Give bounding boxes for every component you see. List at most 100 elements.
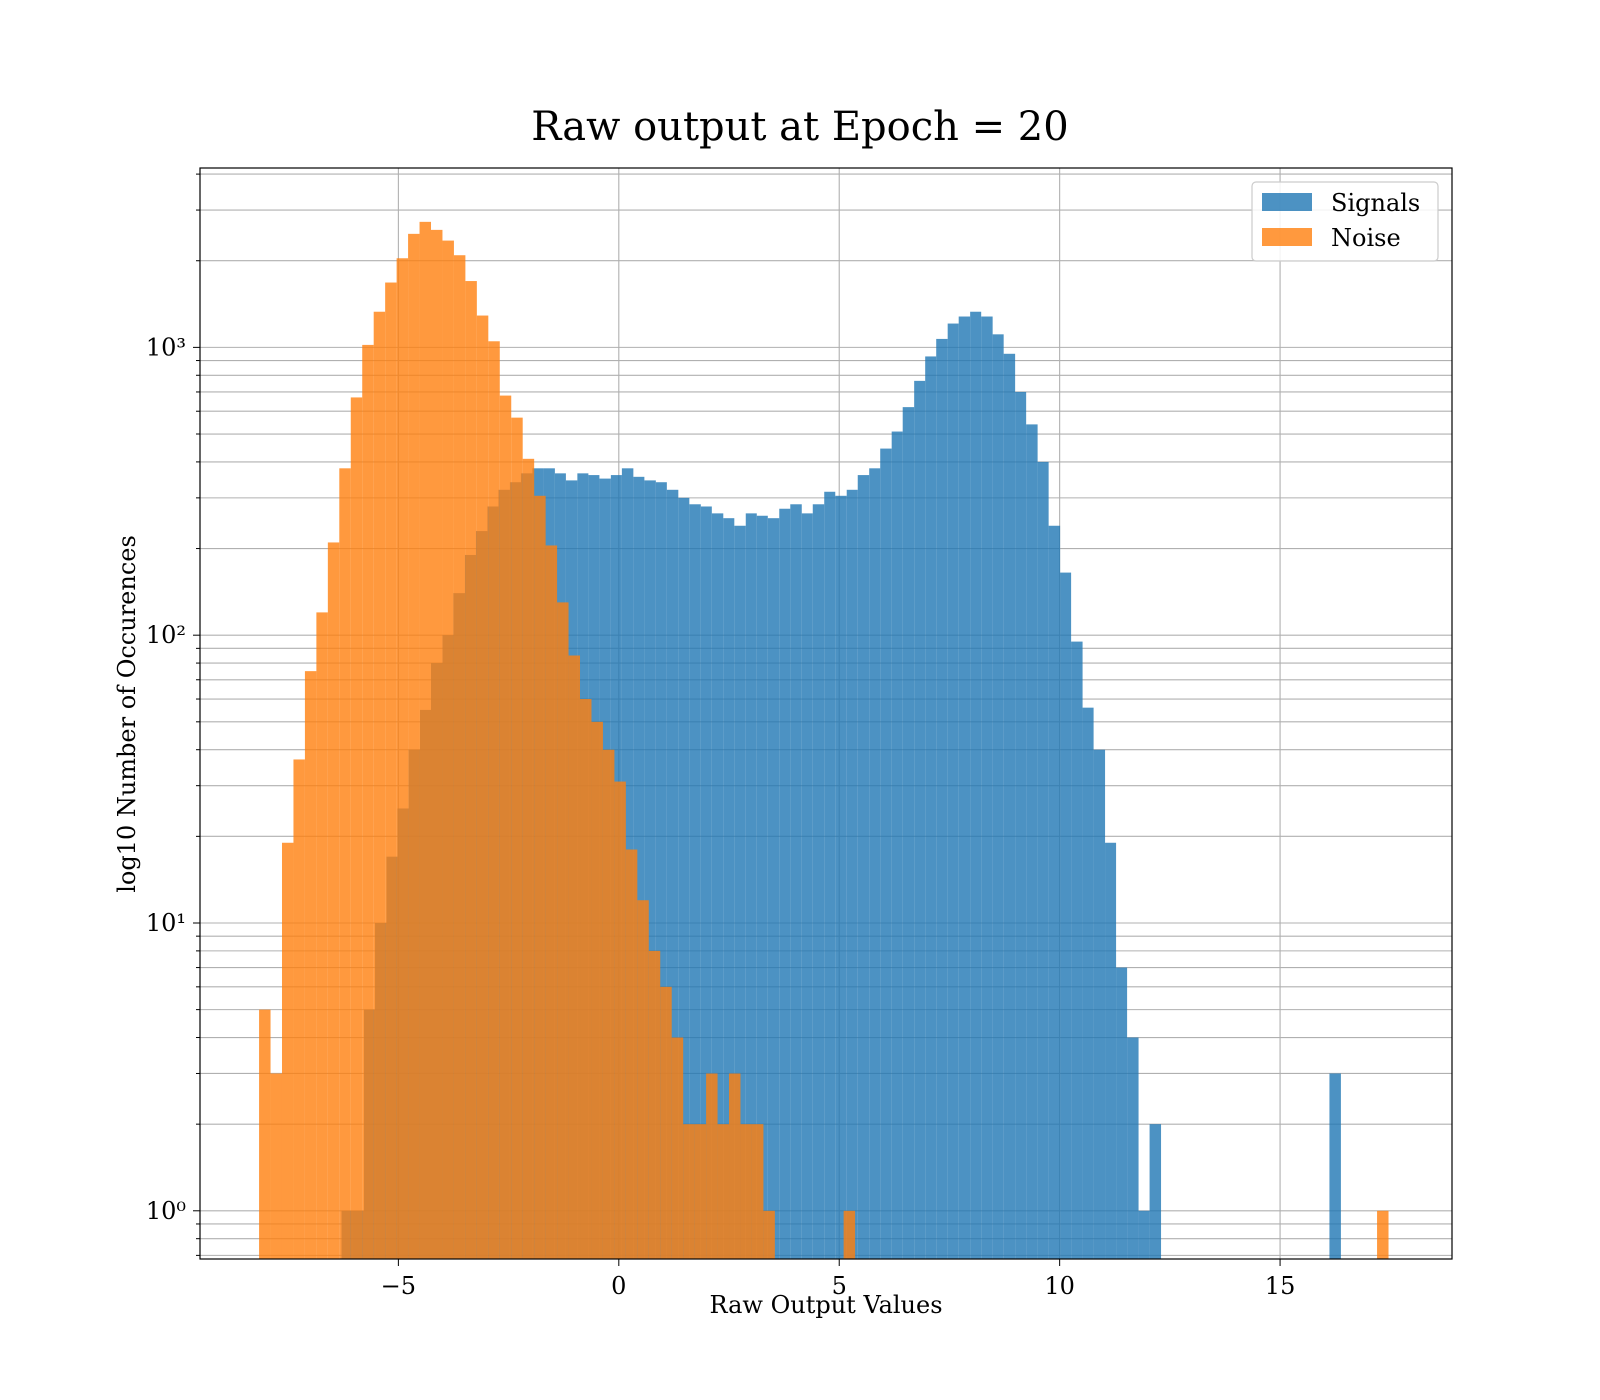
histogram-bar — [316, 612, 328, 1259]
histogram-bar — [545, 545, 558, 1259]
chart-title: Raw output at Epoch = 20 — [531, 104, 1069, 150]
histogram-bar — [453, 255, 466, 1259]
histogram-bar — [846, 489, 858, 1259]
histogram-bar — [522, 458, 535, 1259]
histogram-bar — [694, 1124, 707, 1259]
histogram-bar — [431, 229, 443, 1259]
histogram-bar — [751, 1124, 764, 1259]
histogram-bar — [580, 699, 592, 1259]
histogram-bar — [740, 1124, 752, 1259]
histogram-bar — [936, 338, 948, 1259]
histogram-bar — [1037, 461, 1049, 1259]
histogram-bar — [1026, 424, 1038, 1260]
histogram-bar — [925, 356, 937, 1259]
histogram-bar — [419, 221, 432, 1260]
histogram-bar — [1093, 749, 1106, 1259]
histogram-bar — [869, 468, 881, 1259]
histogram-bar — [499, 395, 512, 1259]
histogram-bar — [259, 1009, 271, 1259]
histogram-bar — [1138, 1210, 1150, 1259]
histogram-bar — [557, 602, 569, 1259]
histogram-bar — [637, 900, 649, 1259]
histogram-bar — [408, 233, 420, 1259]
x-tick-label: 10 — [1044, 1272, 1075, 1300]
histogram-bar — [891, 431, 903, 1260]
histogram-bar — [880, 448, 892, 1259]
histogram-bar — [270, 1073, 282, 1259]
histogram-bar — [1060, 572, 1072, 1259]
histogram-bar — [660, 986, 672, 1259]
histogram-bar — [745, 513, 757, 1259]
histogram-bar — [1149, 1124, 1162, 1259]
histogram-bar — [835, 495, 847, 1260]
legend-label-noise: Noise — [1331, 224, 1401, 252]
histogram-bar — [914, 380, 926, 1259]
histogram-bar — [779, 508, 791, 1259]
histogram-bar — [767, 518, 780, 1259]
histogram-bar — [666, 489, 679, 1259]
y-tick-label: 10² — [146, 621, 186, 649]
histogram-bar — [700, 506, 712, 1259]
histogram-bar — [385, 282, 397, 1259]
histogram-bar — [350, 397, 363, 1259]
histogram-bar — [1071, 641, 1083, 1259]
y-tick-label: 10¹ — [146, 909, 186, 937]
histogram-bar — [756, 515, 768, 1259]
histogram-bar — [281, 842, 294, 1259]
histogram-bar — [476, 315, 489, 1260]
histogram-bar — [534, 495, 546, 1260]
histogram-bar — [568, 655, 581, 1259]
histogram-bar — [947, 323, 959, 1259]
histogram-bar — [465, 281, 477, 1259]
histogram-bar — [857, 475, 870, 1259]
histogram-bar — [801, 513, 813, 1259]
y-axis-label: log10 Number of Occurences — [113, 535, 141, 893]
histogram-bar — [711, 513, 724, 1259]
histogram-bar — [614, 781, 626, 1259]
histogram-bar — [790, 504, 802, 1259]
histogram-bar — [1377, 1210, 1389, 1259]
x-tick-label: 0 — [611, 1272, 626, 1300]
histogram-bar — [981, 316, 993, 1259]
histogram-bar — [717, 1124, 730, 1259]
y-tick-label: 10⁰ — [146, 1197, 186, 1225]
histogram-bar — [644, 480, 656, 1260]
x-tick-label: −5 — [381, 1272, 416, 1300]
histogram-bar — [1105, 842, 1117, 1259]
histogram-bar — [734, 525, 746, 1259]
histogram-bar — [511, 417, 523, 1259]
histogram-bar — [824, 491, 836, 1259]
histogram-bar — [992, 334, 1004, 1259]
histogram-bar — [625, 849, 638, 1259]
legend-swatch-signals — [1262, 193, 1312, 211]
legend-label-signals: Signals — [1331, 189, 1420, 217]
legend: Signals Noise — [1251, 181, 1439, 262]
histogram-bar — [683, 1124, 695, 1259]
histogram-bar — [293, 759, 305, 1259]
histogram-bar — [1003, 353, 1016, 1260]
histogram-bar — [633, 476, 645, 1259]
histogram-bar — [671, 1037, 684, 1259]
bars-layer — [259, 221, 1389, 1260]
histogram-bar — [591, 721, 603, 1259]
y-tick-label: 10³ — [146, 333, 186, 361]
histogram-bar — [373, 311, 386, 1259]
histogram-bar — [729, 1073, 741, 1259]
histogram-bar — [1127, 1037, 1139, 1259]
histogram-bar — [706, 1073, 718, 1259]
legend-swatch-noise — [1262, 228, 1312, 246]
histogram-bar — [1048, 525, 1061, 1259]
histogram-bar — [327, 542, 340, 1259]
histogram-bar — [1116, 967, 1128, 1259]
histogram-bar — [304, 671, 317, 1259]
histogram-bar — [678, 497, 690, 1260]
histogram-bar — [843, 1210, 856, 1259]
histogram-bar — [689, 504, 701, 1259]
histogram-bar — [396, 258, 409, 1259]
histogram-bar — [1082, 707, 1094, 1259]
series-noise — [259, 221, 1389, 1260]
histogram-bar — [1329, 1073, 1341, 1259]
histogram-bar — [958, 316, 971, 1259]
